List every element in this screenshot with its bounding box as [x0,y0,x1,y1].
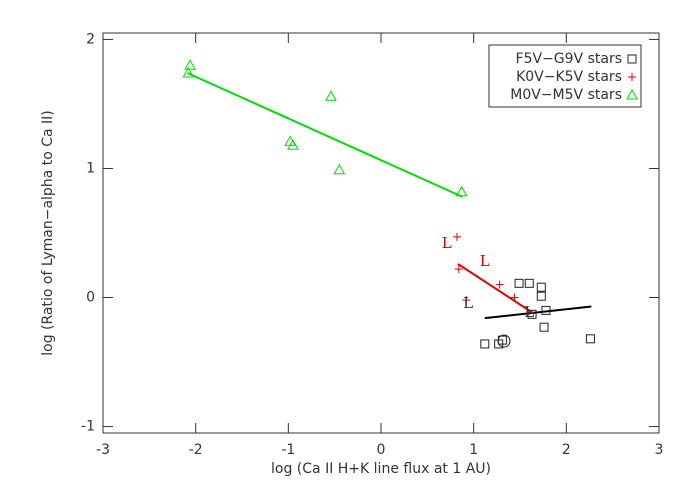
legend-label: K0V−K5V stars [516,69,622,85]
annotation: L [463,294,473,312]
marker-plus [452,232,461,241]
triangle [455,185,468,197]
annotation: L [524,303,534,321]
triangle [184,59,196,70]
marker-square [524,278,534,288]
legend-box [488,44,642,108]
marker-square [627,54,637,64]
square [536,291,546,301]
x-tick-label: -1 [281,442,295,458]
marker-plus [628,73,636,81]
square [524,278,534,288]
marker-triangle [287,139,299,150]
marker-triangle [182,66,195,78]
square [536,282,546,292]
marker-plus [510,293,519,302]
x-tick-label: 1 [469,442,478,458]
marker-plus [454,265,463,274]
y-axis-label: log (Ratio of Lyman−alpha to Ca II) [40,110,56,356]
y-tick-label: 0 [86,290,95,306]
marker-square [536,291,546,301]
marker-square [541,305,551,315]
square [585,334,595,344]
annotation: L [480,252,490,270]
square [541,305,551,315]
x-tick-label: 2 [562,442,571,458]
square [539,322,549,332]
triangle [182,66,195,78]
triangle [333,163,346,175]
x-tick-label: 3 [655,442,664,458]
legend-label: F5V−G9V stars [516,51,622,67]
triangle [325,90,337,101]
square [527,309,537,319]
marker-square [536,282,546,292]
fit-line [484,305,592,320]
marker-plus [462,296,471,305]
x-tick-label: -2 [189,442,203,458]
marker-triangle [333,163,346,175]
fit-line [457,263,534,314]
marker-triangle [184,59,196,70]
marker-square [585,334,595,344]
square [514,278,524,288]
y-tick-label: 2 [86,31,95,47]
marker-triangle [455,185,468,197]
fit-line [186,72,463,198]
y-tick-label: 1 [86,160,95,176]
marker-square [497,335,507,345]
marker-square [527,309,537,319]
marker-square [480,339,490,349]
marker-square [514,278,524,288]
triangle [626,88,638,100]
marker-square [539,322,549,332]
x-axis-label: log (Ca II H+K line flux at 1 AU) [271,461,491,477]
square [480,339,490,349]
x-tick-label: 0 [377,442,386,458]
square [627,54,637,64]
triangle [287,139,299,150]
marker-triangle [325,90,337,101]
highlight-circle [497,334,511,348]
marker-triangle [626,88,638,100]
y-tick-label: -1 [81,419,95,435]
legend-label: M0V−M5V stars [510,87,622,103]
annotation: L [442,234,452,252]
marker-plus [495,280,504,289]
x-tick-label: -3 [96,442,110,458]
square [497,335,507,345]
